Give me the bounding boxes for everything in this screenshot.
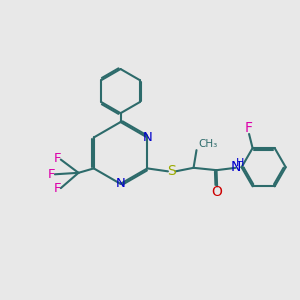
Text: O: O	[212, 185, 223, 199]
Text: N: N	[231, 160, 241, 174]
Text: F: F	[48, 168, 55, 181]
Text: S: S	[167, 164, 176, 178]
Text: H: H	[236, 158, 244, 167]
Text: F: F	[54, 182, 62, 195]
Text: CH₃: CH₃	[198, 139, 217, 149]
Text: N: N	[116, 177, 125, 190]
Text: F: F	[245, 121, 253, 135]
Text: F: F	[54, 152, 62, 166]
Text: N: N	[142, 131, 152, 144]
